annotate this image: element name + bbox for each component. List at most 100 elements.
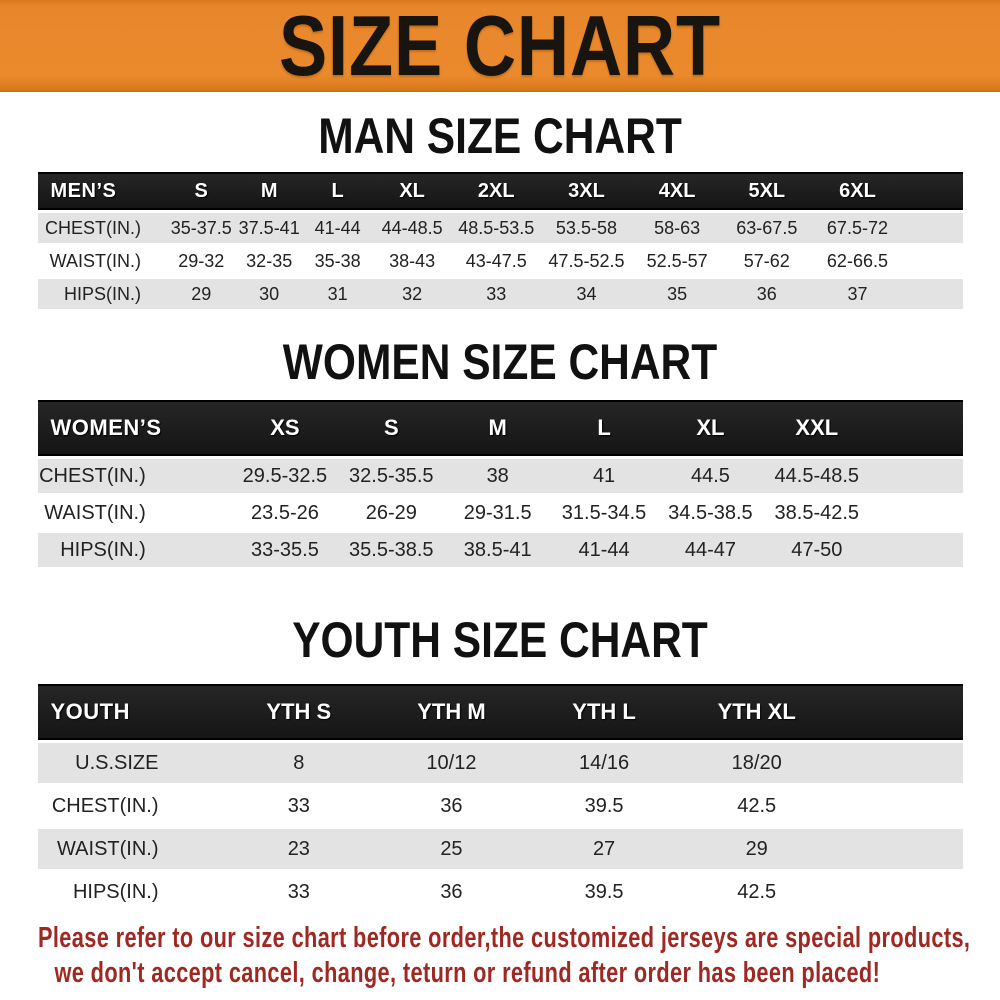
row-label: HIPS(IN.)	[37, 872, 223, 912]
table-group-label: MEN’S	[37, 172, 167, 210]
measurement-value: 33	[451, 279, 541, 309]
measurement-value: 23	[222, 829, 376, 869]
measurement-value: 38-43	[372, 246, 452, 276]
measurement-value: 42.5	[680, 872, 833, 912]
womens-size-table: WOMEN’S XS S M L XL XXL CHEST(IN.) 29.5-32.5 32.5…	[37, 397, 963, 570]
measurement-value: 47-50	[763, 533, 870, 567]
measurement-value: 37	[811, 279, 904, 309]
measurement-value: 31	[302, 279, 373, 309]
filler-cell	[833, 786, 963, 826]
measurement-row: HIPS(IN.) 29 30 31 32 33 34 35 36 37	[37, 279, 963, 309]
size-column-header: M	[235, 172, 303, 210]
measurement-value: 8	[222, 743, 376, 783]
row-label: HIPS(IN.)	[37, 533, 232, 567]
table-group-label: WOMEN’S	[37, 400, 232, 456]
row-label: CHEST(IN.)	[37, 213, 167, 243]
measurement-value: 25	[375, 829, 528, 869]
measurement-row: CHEST(IN.) 33 36 39.5 42.5	[37, 786, 963, 826]
size-column-header: L	[302, 172, 373, 210]
measurement-value: 36	[375, 872, 528, 912]
measurement-value: 37.5-41	[235, 213, 303, 243]
measurement-value: 62-66.5	[811, 246, 904, 276]
size-column-header: YTH XL	[680, 684, 833, 740]
measurement-value: 18/20	[680, 743, 833, 783]
footer-disclaimer: Please refer to our size chart before or…	[38, 921, 970, 991]
measurement-value: 42.5	[680, 786, 833, 826]
disclaimer-line-2: we don't accept cancel, change, teturn o…	[54, 957, 881, 989]
measurement-value: 44.5	[657, 459, 764, 493]
measurement-value: 35.5-38.5	[338, 533, 445, 567]
measurement-value: 27	[527, 829, 681, 869]
table-header-row: YOUTH YTH S YTH M YTH L YTH XL	[37, 684, 963, 740]
measurement-value: 14/16	[527, 743, 681, 783]
measurement-value: 32-35	[235, 246, 303, 276]
measurement-value: 67.5-72	[811, 213, 904, 243]
filler-cell	[833, 829, 963, 869]
measurement-value: 44-47	[657, 533, 764, 567]
measurement-value: 58-63	[632, 213, 722, 243]
measurement-value: 41-44	[550, 533, 658, 567]
measurement-value: 29-32	[167, 246, 236, 276]
header-filler-cell	[903, 172, 963, 210]
measurement-value: 29-31.5	[444, 496, 551, 530]
row-label: U.S.SIZE	[37, 743, 223, 783]
measurement-value: 38.5-41	[444, 533, 551, 567]
measurement-value: 33-35.5	[231, 533, 339, 567]
measurement-value: 29	[167, 279, 236, 309]
filler-cell	[870, 533, 963, 567]
table-header-row: MEN’S S M L XL 2XL 3XL 4XL 5XL 6XL	[37, 172, 963, 210]
measurement-value: 36	[375, 786, 528, 826]
size-column-header: YTH S	[222, 684, 376, 740]
measurement-value: 44-48.5	[372, 213, 452, 243]
size-chart-banner: SIZE CHART	[0, 0, 1000, 92]
size-column-header: XXL	[763, 400, 870, 456]
women-size-chart-heading: WOMEN SIZE CHART	[282, 334, 718, 390]
measurement-value: 39.5	[527, 872, 681, 912]
measurement-value: 33	[222, 786, 376, 826]
measurement-value: 32	[372, 279, 452, 309]
size-column-header: L	[550, 400, 658, 456]
row-label: CHEST(IN.)	[37, 786, 223, 826]
measurement-value: 32.5-35.5	[338, 459, 445, 493]
measurement-value: 41	[550, 459, 658, 493]
measurement-value: 29	[680, 829, 833, 869]
measurement-value: 57-62	[721, 246, 812, 276]
size-column-header: 2XL	[451, 172, 541, 210]
size-column-header: XL	[372, 172, 452, 210]
size-column-header: 5XL	[721, 172, 812, 210]
header-filler-cell	[833, 684, 963, 740]
table-header-row: WOMEN’S XS S M L XL XXL	[37, 400, 963, 456]
size-column-header: 4XL	[632, 172, 722, 210]
size-column-header: 6XL	[811, 172, 904, 210]
measurement-value: 23.5-26	[231, 496, 339, 530]
size-column-header: M	[444, 400, 551, 456]
measurement-value: 31.5-34.5	[550, 496, 658, 530]
row-label: HIPS(IN.)	[37, 279, 167, 309]
measurement-row: HIPS(IN.) 33 36 39.5 42.5	[37, 872, 963, 912]
measurement-value: 48.5-53.5	[451, 213, 541, 243]
youth-size-chart-heading: YOUTH SIZE CHART	[292, 612, 708, 668]
man-size-chart-heading: MAN SIZE CHART	[318, 108, 682, 164]
size-column-header: S	[338, 400, 445, 456]
size-column-header: YTH L	[527, 684, 681, 740]
measurement-value: 36	[721, 279, 812, 309]
measurement-value: 34	[540, 279, 633, 309]
measurement-value: 35-37.5	[167, 213, 236, 243]
size-column-header: YTH M	[375, 684, 528, 740]
row-label: WAIST(IN.)	[37, 496, 232, 530]
measurement-value: 30	[235, 279, 303, 309]
measurement-value: 43-47.5	[451, 246, 541, 276]
filler-cell	[833, 872, 963, 912]
measurement-value: 33	[222, 872, 376, 912]
measurement-value: 35-38	[302, 246, 373, 276]
measurement-value: 44.5-48.5	[763, 459, 870, 493]
measurement-row: HIPS(IN.) 33-35.5 35.5-38.5 38.5-41 41-44 44-…	[37, 533, 963, 567]
measurement-row: WAIST(IN.) 29-32 32-35 35-38 38-43 43-47.5 47.…	[37, 246, 963, 276]
measurement-row: WAIST(IN.) 23 25 27 29	[37, 829, 963, 869]
measurement-value: 29.5-32.5	[231, 459, 339, 493]
filler-cell	[903, 246, 963, 276]
measurement-value: 41-44	[302, 213, 373, 243]
banner-title: SIZE CHART	[279, 0, 721, 94]
row-label: WAIST(IN.)	[37, 246, 167, 276]
